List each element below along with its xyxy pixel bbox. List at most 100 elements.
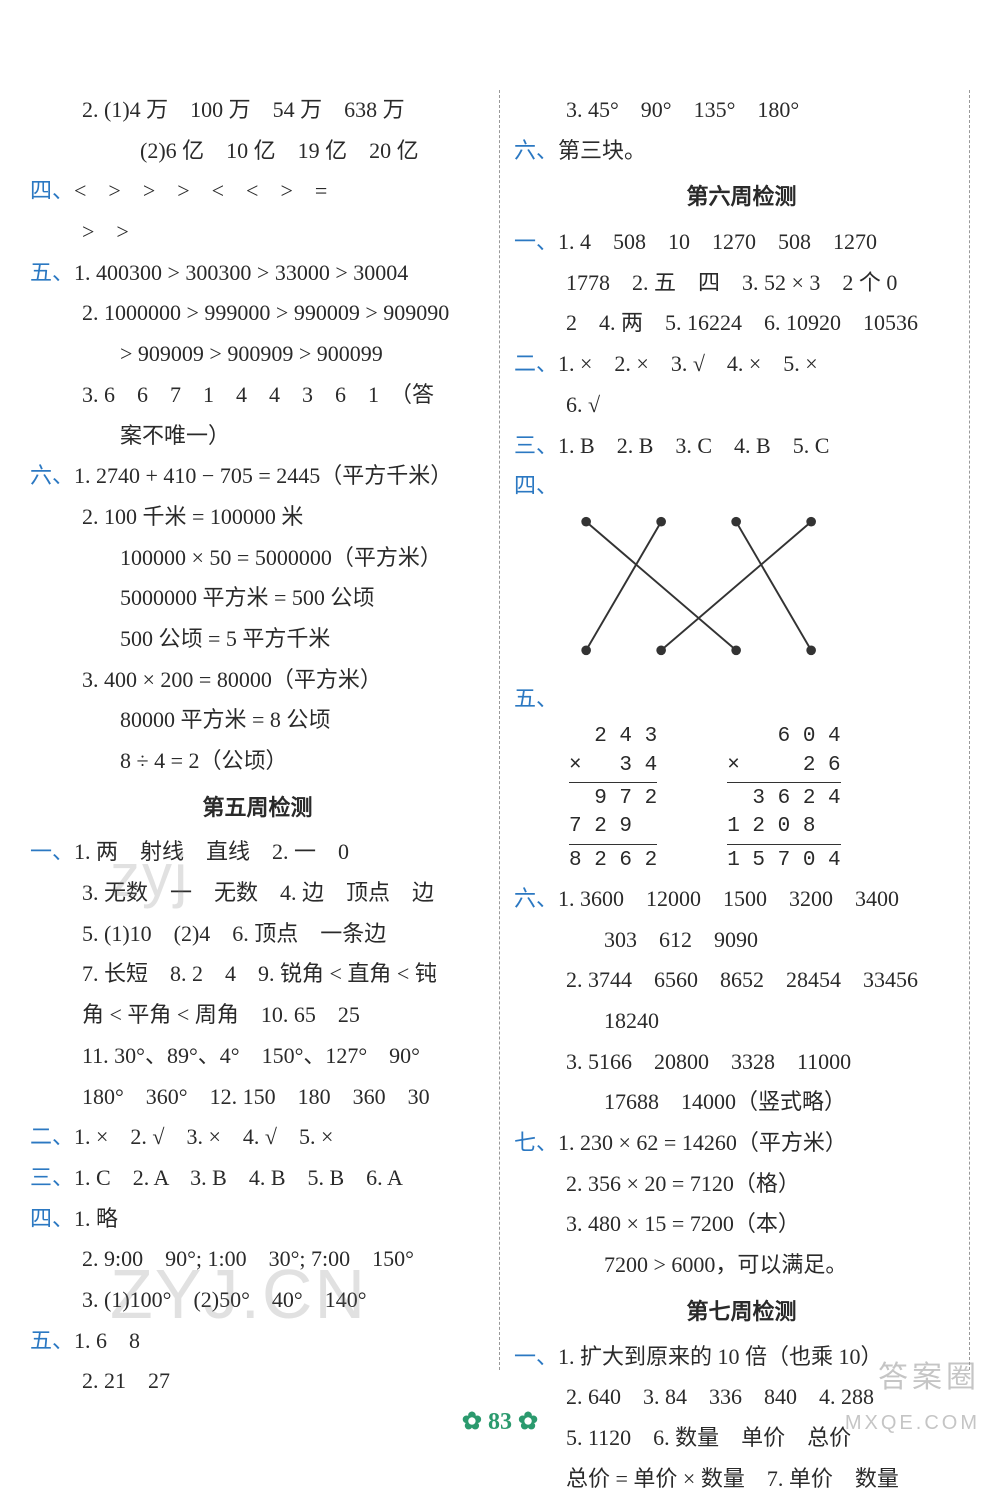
section-label: 四、	[514, 473, 558, 498]
text-line: 四、	[514, 466, 969, 507]
answer-text: 1. B 2. B 3. C 4. B 5. C	[558, 433, 829, 458]
text-line: 六、1. 3600 12000 1500 3200 3400	[514, 879, 969, 920]
section-label: 六、	[30, 463, 74, 488]
answer-text: 1. 2740 + 410 − 705 = 2445（平方千米）	[74, 463, 452, 488]
page-number: ✿ 83 ✿	[0, 1400, 1000, 1444]
answer-text: 1. × 2. × 3. √ 4. × 5. ×	[558, 351, 818, 376]
text-line: (2)6 亿 10 亿 19 亿 20 亿	[30, 131, 485, 172]
mult-row: 6 0 4	[727, 723, 840, 751]
text-line: 角 < 平角 < 周角 10. 65 25	[30, 995, 485, 1036]
section-label: 四、	[30, 178, 74, 203]
text-line: 3. 45° 90° 135° 180°	[514, 90, 969, 131]
text-line: 3. 5166 20800 3328 11000	[514, 1042, 969, 1083]
week-title: 第六周检测	[514, 177, 969, 218]
section-label: 五、	[30, 1328, 74, 1353]
page-number-value: 83	[488, 1409, 512, 1435]
section-label: 六、	[514, 138, 558, 163]
text-line: 三、1. B 2. B 3. C 4. B 5. C	[514, 426, 969, 467]
mult-row: 3 6 2 4	[727, 785, 840, 813]
answer-text: < > > > < < > =	[74, 178, 327, 203]
mult-rule	[569, 844, 657, 845]
mult-row: 9 7 2	[569, 785, 657, 813]
week-title: 第七周检测	[514, 1292, 969, 1333]
text-line: 一、1. 两 射线 直线 2. 一 0	[30, 832, 485, 873]
text-line: > 909009 > 900909 > 900099	[30, 334, 485, 375]
text-line: 四、< > > > < < > =	[30, 171, 485, 212]
content-columns: 2. (1)4 万 100 万 54 万 638 万 (2)6 亿 10 亿 1…	[30, 90, 970, 1370]
text-line: 8 ÷ 4 = 2（公顷）	[30, 741, 485, 782]
answer-text: 1. 4 508 10 1270 508 1270	[558, 229, 877, 254]
text-line: 100000 × 50 = 5000000（平方米）	[30, 538, 485, 579]
text-line: 五、1. 6 8	[30, 1321, 485, 1362]
matching-diagram	[564, 511, 844, 661]
text-line: 2 4. 两 5. 16224 6. 10920 10536	[514, 303, 969, 344]
answer-text: 1. 6 8	[74, 1328, 140, 1353]
text-line: 一、1. 扩大到原来的 10 倍（也乘 10）	[514, 1337, 969, 1378]
section-label: 一、	[514, 229, 558, 254]
answer-text: 第三块。	[558, 138, 646, 163]
section-label: 一、	[514, 1344, 558, 1369]
text-line: 一、1. 4 508 10 1270 508 1270	[514, 222, 969, 263]
text-line: 17688 14000（竖式略）	[514, 1082, 969, 1123]
text-line: 六、第三块。	[514, 131, 969, 172]
text-line: 2. (1)4 万 100 万 54 万 638 万	[30, 90, 485, 131]
mult-row: 1 2 0 8	[727, 813, 840, 841]
answer-text: 1. C 2. A 3. B 4. B 5. B 6. A	[74, 1165, 403, 1190]
text-line: > >	[30, 212, 485, 253]
mult-row: 7 2 9	[569, 813, 657, 841]
mult-row: 1 5 7 0 4	[727, 847, 840, 875]
mult-row: 2 4 3	[569, 723, 657, 751]
text-line: 3. 480 × 15 = 7200（本）	[514, 1204, 969, 1245]
text-line: 11. 30°、89°、4° 150°、127° 90°	[30, 1036, 485, 1077]
text-line: 180° 360° 12. 150 180 360 30	[30, 1077, 485, 1118]
answer-text: 1. 3600 12000 1500 3200 3400	[558, 886, 899, 911]
vertical-multiplication: 6 0 4 × 2 6 3 6 2 4 1 2 0 8 1 5 7 0 4	[727, 723, 840, 875]
text-line: 七、1. 230 × 62 = 14260（平方米）	[514, 1123, 969, 1164]
section-label: 一、	[30, 839, 74, 864]
mult-rule	[569, 782, 657, 783]
text-line: 2. 1000000 > 999000 > 990009 > 909090	[30, 293, 485, 334]
text-line: 2. 21 27	[30, 1361, 485, 1402]
text-line: 五、	[514, 679, 969, 720]
text-line: 7200 > 6000，可以满足。	[514, 1245, 969, 1286]
text-line: 3. 400 × 200 = 80000（平方米）	[30, 660, 485, 701]
text-line: 二、1. × 2. √ 3. × 4. √ 5. ×	[30, 1117, 485, 1158]
text-line: 5. (1)10 (2)4 6. 顶点 一条边	[30, 914, 485, 955]
answer-text: 1. × 2. √ 3. × 4. √ 5. ×	[74, 1124, 333, 1149]
section-label: 六、	[514, 886, 558, 911]
text-line: 303 612 9090	[514, 920, 969, 961]
vertical-multiplication: 2 4 3 × 3 4 9 7 2 7 2 9 8 2 6 2	[569, 723, 657, 875]
text-line: 3. (1)100° (2)50° 40° 140°	[30, 1280, 485, 1321]
right-column: 3. 45° 90° 135° 180° 六、第三块。 第六周检测 一、1. 4…	[499, 90, 970, 1370]
text-line: 3. 6 6 7 1 4 4 3 6 1 （答	[30, 375, 485, 416]
text-line: 2. 100 千米 = 100000 米	[30, 497, 485, 538]
section-label: 二、	[514, 351, 558, 376]
page-deco-icon: ✿	[518, 1409, 538, 1435]
text-line: 五、1. 400300 > 300300 > 33000 > 30004	[30, 253, 485, 294]
section-label: 四、	[30, 1206, 74, 1231]
text-line: 2. 9:00 90°; 1:00 30°; 7:00 150°	[30, 1239, 485, 1280]
text-line: 1778 2. 五 四 3. 52 × 3 2 个 0	[514, 263, 969, 304]
text-line: 7. 长短 8. 2 4 9. 锐角 < 直角 < 钝	[30, 954, 485, 995]
text-line: 6. √	[514, 385, 969, 426]
text-line: 18240	[514, 1001, 969, 1042]
section-label: 二、	[30, 1124, 74, 1149]
text-line: 总价 = 单价 × 数量 7. 单价 数量	[514, 1459, 969, 1499]
vertical-multiplication-group: 2 4 3 × 3 4 9 7 2 7 2 9 8 2 6 2 6 0 4 × …	[514, 723, 969, 875]
answer-text: 1. 略	[74, 1206, 118, 1231]
mult-rule	[727, 844, 840, 845]
text-line: 3. 无数 一 无数 4. 边 顶点 边	[30, 873, 485, 914]
answer-text: 1. 扩大到原来的 10 倍（也乘 10）	[558, 1344, 883, 1369]
mult-row: × 2 6	[727, 752, 840, 780]
section-label: 五、	[30, 260, 74, 285]
week-title: 第五周检测	[30, 788, 485, 829]
text-line: 5000000 平方米 = 500 公顷	[30, 578, 485, 619]
text-line: 三、1. C 2. A 3. B 4. B 5. B 6. A	[30, 1158, 485, 1199]
text-line: 500 公顷 = 5 平方千米	[30, 619, 485, 660]
answer-text: 1. 230 × 62 = 14260（平方米）	[558, 1130, 847, 1155]
text-line: 80000 平方米 = 8 公顷	[30, 700, 485, 741]
mult-rule	[727, 782, 840, 783]
text-line: 2. 356 × 20 = 7120（格）	[514, 1164, 969, 1205]
answer-text: 1. 两 射线 直线 2. 一 0	[74, 839, 349, 864]
mult-row: 8 2 6 2	[569, 847, 657, 875]
